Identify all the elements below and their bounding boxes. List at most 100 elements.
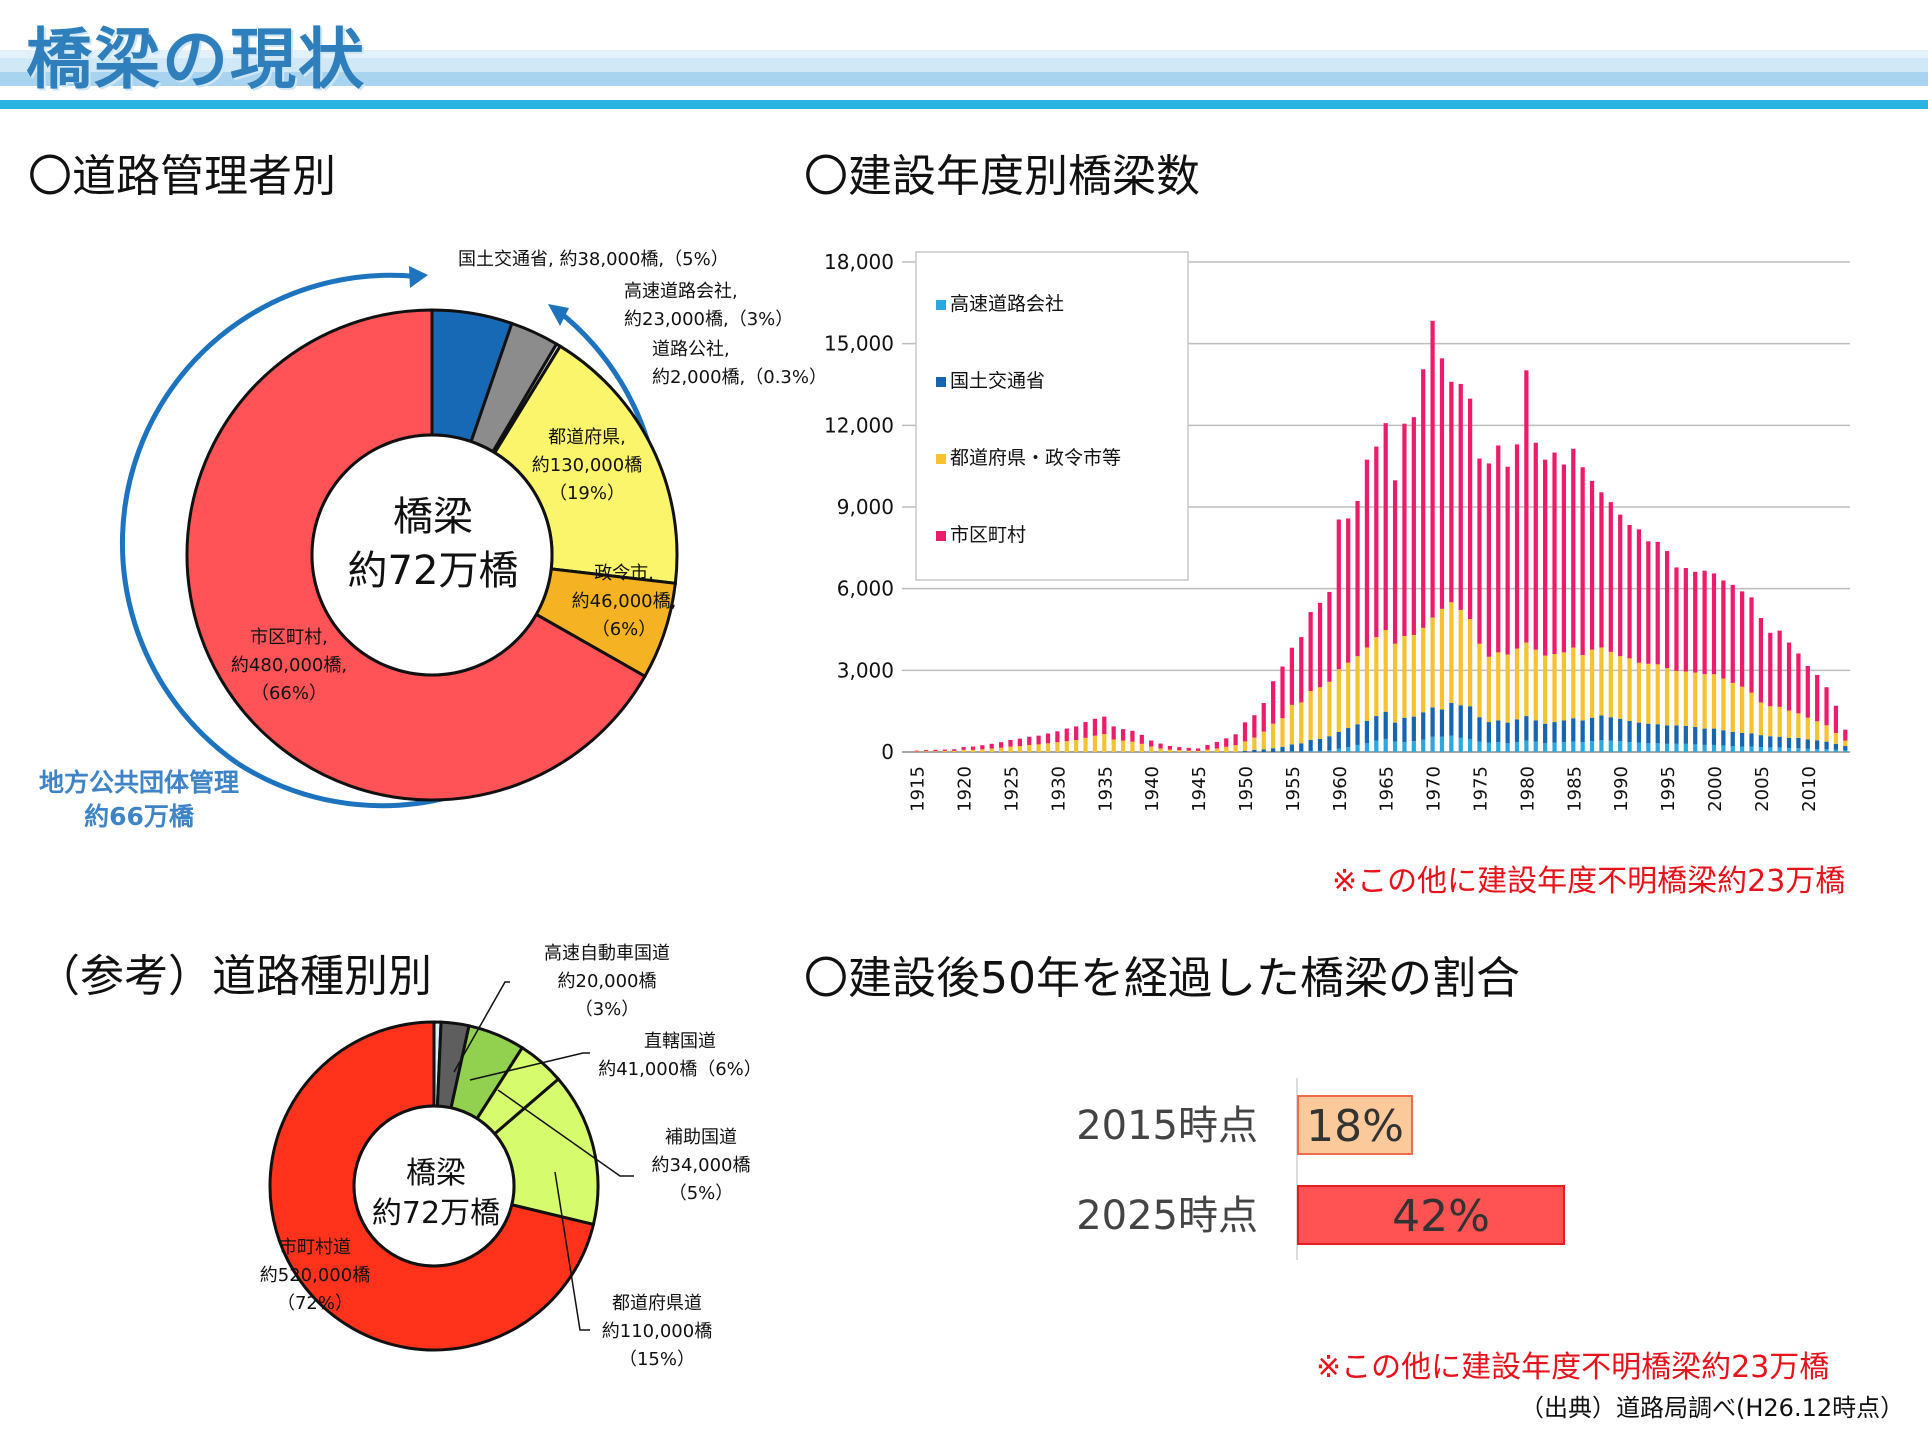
bar-1975-s2 xyxy=(1477,643,1482,718)
label-mlit: 国土交通省, 約38,000橋,（5%） xyxy=(458,249,729,270)
bar-2005-s1 xyxy=(1758,735,1764,748)
bar-1957-s2 xyxy=(1308,691,1313,741)
bar-1986-s2 xyxy=(1580,655,1585,721)
bar-2000-s1 xyxy=(1711,728,1717,745)
bar-1961-s0 xyxy=(1346,747,1351,752)
bar-2008-s1 xyxy=(1786,737,1792,749)
label-prefecture-l1: 都道府県, xyxy=(548,427,626,448)
bar-2001-s1 xyxy=(1721,730,1726,746)
bar-1985-s3 xyxy=(1571,448,1576,648)
leader-direct-national xyxy=(469,1052,590,1081)
bar-1954-s3 xyxy=(1280,666,1285,719)
bar-2004-s1 xyxy=(1749,733,1754,747)
bar-1966-s0 xyxy=(1392,741,1398,752)
note-unknown-year-1: ※この他に建設年度不明橋梁約23万橋 xyxy=(1332,864,1846,899)
page-header: 橋梁の現状 xyxy=(0,0,1928,112)
bar-2002-s1 xyxy=(1730,731,1735,747)
label-designated-city-l2: 約46,000橋, xyxy=(571,591,677,612)
bar-1998-s3 xyxy=(1693,571,1698,673)
bar-1985-s1 xyxy=(1571,718,1576,742)
bar-1961-s1 xyxy=(1346,728,1351,748)
label-prefecture: 都道府県, 約130,000橋 （19%） xyxy=(510,424,664,508)
bar-1920-s3 xyxy=(961,747,966,750)
bar-1991-s3 xyxy=(1627,524,1632,659)
bar-1997-s1 xyxy=(1683,725,1688,744)
bar-1950-s3 xyxy=(1242,722,1248,742)
bar-1976-s1 xyxy=(1486,722,1491,743)
x-tick-1920: 1920 xyxy=(955,766,976,812)
y-tick-2: 6,000 xyxy=(837,577,894,601)
bar-2003-s2 xyxy=(1740,686,1745,733)
heading-construction-year: 〇建設年度別橋梁数 xyxy=(804,151,1200,202)
bar-1983-s3 xyxy=(1552,452,1557,654)
x-tick-1995: 1995 xyxy=(1658,766,1679,812)
x-tick-1935: 1935 xyxy=(1095,766,1116,812)
bar-1977-s2 xyxy=(1496,652,1501,721)
bar-1928-s2 xyxy=(1036,744,1041,752)
bar-1921-s2 xyxy=(970,749,976,752)
bar-2009-s3 xyxy=(1796,653,1801,714)
bar-1978-s1 xyxy=(1505,722,1510,744)
bar-1934-s2 xyxy=(1092,735,1098,752)
bar-1959-s3 xyxy=(1327,591,1332,682)
bar-1974-s3 xyxy=(1467,398,1473,620)
legend-box xyxy=(915,251,1189,581)
heading-road-manager: 〇道路管理者別 xyxy=(28,151,336,202)
bar-1923-s3 xyxy=(989,743,994,749)
bar-1920-s2 xyxy=(961,749,966,752)
bar-1940-s2 xyxy=(1149,746,1154,752)
bar-1955-s0 xyxy=(1289,751,1295,752)
bar-2011-s0 xyxy=(1815,749,1820,752)
bar-1979-s1 xyxy=(1514,719,1520,743)
bar-1976-s3 xyxy=(1486,463,1491,657)
bar-1982-s0 xyxy=(1543,743,1548,752)
ratio-bar-1 xyxy=(1297,1185,1565,1245)
bar-1993-s3 xyxy=(1646,541,1651,664)
y-tick-0: 0 xyxy=(881,740,894,764)
bar-2010-s3 xyxy=(1805,665,1810,718)
x-tick-1925: 1925 xyxy=(1001,766,1022,812)
label-prefectural-road-l1: 都道府県道 xyxy=(612,1293,702,1314)
bar-1918-s3 xyxy=(942,749,947,751)
x-tick-1955: 1955 xyxy=(1283,766,1304,812)
bar-1942-s3 xyxy=(1167,746,1173,750)
x-tick-1930: 1930 xyxy=(1048,766,1069,812)
x-tick-1945: 1945 xyxy=(1189,766,1210,812)
bar-1958-s0 xyxy=(1317,750,1323,752)
leader-expressway xyxy=(453,981,510,1073)
bar-2006-s2 xyxy=(1768,706,1773,737)
label-expressway-national-l3: （3%） xyxy=(574,999,640,1020)
bar-2007-s2 xyxy=(1777,706,1782,737)
bar-1932-s2 xyxy=(1074,740,1079,752)
bar-1959-s0 xyxy=(1327,750,1332,752)
bar-1981-s0 xyxy=(1533,741,1538,752)
label-prefecture-l3: （19%） xyxy=(548,483,625,504)
bar-2013-s2 xyxy=(1833,732,1839,744)
bar-2012-s0 xyxy=(1824,749,1829,752)
bar-1964-s1 xyxy=(1374,716,1379,741)
bar-1954-s1 xyxy=(1280,746,1285,752)
bar-1983-s2 xyxy=(1552,654,1557,723)
bar-1996-s2 xyxy=(1674,670,1679,726)
label-municipal-road: 市町村道 約520,000橋 （72%） xyxy=(250,1234,380,1318)
bar-1964-s3 xyxy=(1374,446,1379,638)
bar-1939-s3 xyxy=(1139,734,1144,744)
label-municipal-road-l2: 約520,000橋 xyxy=(259,1265,371,1286)
label-auxiliary-national-l3: （5%） xyxy=(668,1183,734,1204)
bar-2007-s0 xyxy=(1777,747,1782,752)
bar-1960-s1 xyxy=(1336,731,1341,749)
bar-2008-s3 xyxy=(1786,642,1792,711)
label-direct-national-l1: 直轄国道 xyxy=(644,1031,716,1052)
bar-1958-s3 xyxy=(1317,602,1323,688)
bar-1988-s1 xyxy=(1599,715,1604,741)
bar-1936-s2 xyxy=(1111,739,1116,752)
bar-1989-s3 xyxy=(1608,502,1613,652)
bar-2002-s2 xyxy=(1730,682,1735,732)
bar-1964-s2 xyxy=(1374,637,1379,717)
bar-1988-s2 xyxy=(1599,647,1604,716)
legend-label-1: 国土交通省 xyxy=(950,370,1045,392)
bar-1950-s1 xyxy=(1242,750,1248,752)
bar-1975-s3 xyxy=(1477,458,1482,644)
donut1-slices xyxy=(185,308,679,802)
